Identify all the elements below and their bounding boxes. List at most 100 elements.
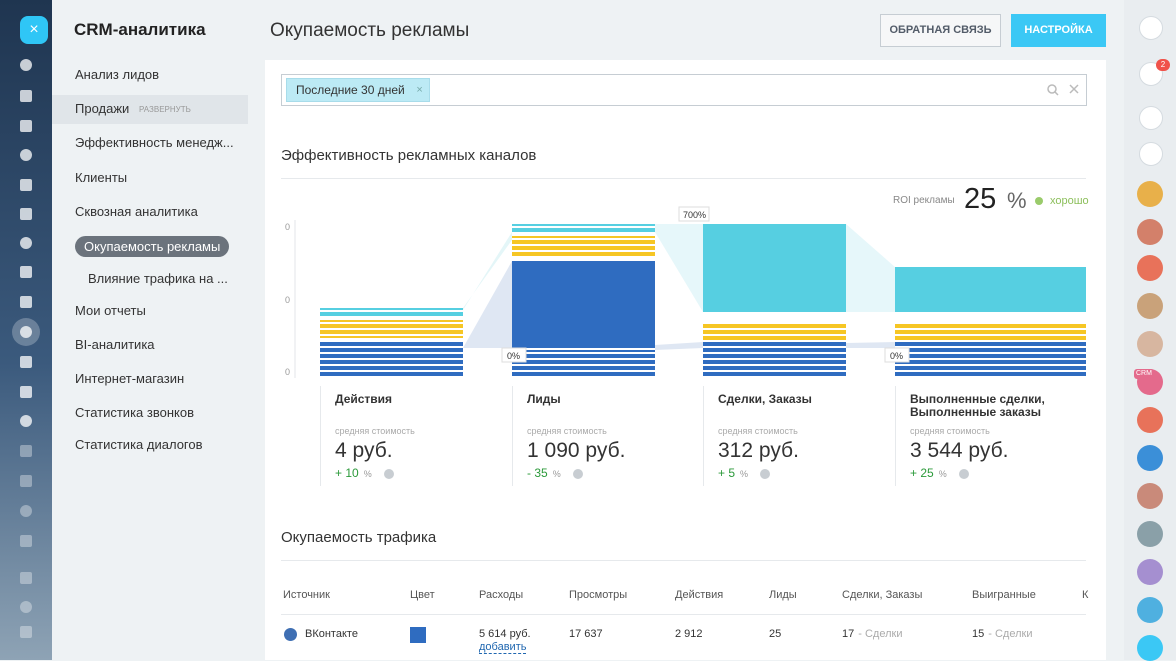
leads: 25 (769, 628, 781, 640)
nav-icon[interactable] (20, 601, 32, 613)
roi-unit: % (1007, 188, 1027, 214)
avatar[interactable] (1137, 219, 1163, 245)
card-divider (895, 386, 896, 486)
nav-icon[interactable] (20, 296, 32, 308)
nav-icon[interactable] (20, 59, 32, 71)
divider (281, 614, 1086, 615)
section-title: Окупаемость трафика (281, 529, 436, 546)
menu-expand[interactable]: РАЗВЕРНУТЬ (139, 105, 191, 114)
section-title: Эффективность рекламных каналов (281, 147, 536, 164)
color-swatch[interactable] (410, 627, 426, 643)
change-unit: % (939, 469, 947, 479)
stage-name: Выполненные сделки, Выполненные заказы (910, 393, 1090, 419)
card-divider (320, 386, 321, 486)
column-header[interactable]: Просмотры (569, 589, 627, 601)
views: 17 637 (569, 628, 603, 640)
nav-icon[interactable] (20, 475, 32, 487)
nav-icon[interactable] (20, 415, 32, 427)
nav-icon[interactable] (20, 149, 32, 161)
menu-item[interactable]: Сквозная аналитика (75, 204, 198, 219)
spend-add[interactable]: добавить (479, 641, 526, 654)
roi-status: хорошо (1050, 195, 1089, 207)
avatar[interactable] (1137, 445, 1163, 471)
stage-name: Лиды (527, 393, 707, 406)
nav-icon[interactable] (20, 535, 32, 547)
cost-label: средняя стоимость (527, 426, 607, 436)
stage-cost: 3 544 руб. (910, 439, 1008, 463)
tool-icon[interactable] (1139, 16, 1163, 40)
avatar[interactable] (1137, 293, 1163, 319)
close-button[interactable]: × (20, 16, 48, 44)
column-header[interactable]: Источник (283, 589, 330, 601)
avatar[interactable] (1137, 597, 1163, 623)
tag-remove[interactable]: × (416, 79, 422, 101)
column-header[interactable]: Действия (675, 589, 723, 601)
avatar[interactable] (1137, 635, 1163, 661)
change-unit: % (740, 469, 748, 479)
menu-item[interactable]: Влияние трафика на ... (88, 271, 228, 286)
help-icon (760, 469, 770, 479)
nav-icon[interactable] (20, 179, 32, 191)
stage-cost: 4 руб. (335, 439, 393, 463)
nav-icon[interactable] (20, 626, 32, 638)
avatar[interactable] (1137, 331, 1163, 357)
stage-change: + 25 (910, 466, 934, 480)
column-header[interactable]: Цвет (410, 589, 435, 601)
tool-icon[interactable] (1139, 142, 1163, 166)
sidebar: CRM-аналитика Анализ лидовПродажиЭффекти… (52, 0, 248, 660)
tool-icon[interactable] (1139, 106, 1163, 130)
column-header[interactable]: Лиды (769, 589, 797, 601)
divider (281, 178, 1086, 179)
avatar[interactable] (1137, 407, 1163, 433)
nav-icon[interactable] (20, 120, 32, 132)
avatar[interactable] (1137, 483, 1163, 509)
column-header[interactable]: Выигранные (972, 589, 1036, 601)
nav-icon[interactable] (20, 386, 32, 398)
avatar[interactable] (1137, 521, 1163, 547)
filter-icons (1046, 83, 1082, 97)
nav-icon[interactable] (20, 90, 32, 102)
help-icon (384, 469, 394, 479)
avatar[interactable] (1137, 559, 1163, 585)
settings-button[interactable]: НАСТРОЙКА (1011, 14, 1106, 47)
menu-item[interactable]: Мои отчеты (75, 303, 146, 318)
column-header[interactable]: Расходы (479, 589, 523, 601)
stage-cost: 312 руб. (718, 439, 799, 463)
nav-icon[interactable] (20, 266, 32, 278)
column-header[interactable]: Сделки, Заказы (842, 589, 922, 601)
menu-item[interactable]: Эффективность менедж... (75, 135, 234, 150)
filter-input[interactable]: Последние 30 дней × (281, 74, 1087, 106)
avatar[interactable] (1137, 255, 1163, 281)
nav-icon[interactable] (20, 356, 32, 368)
menu-item[interactable]: Продажи (75, 101, 129, 116)
left-icon-strip: × (0, 0, 52, 660)
card-divider (512, 386, 513, 486)
card-divider (703, 386, 704, 486)
nav-icon[interactable] (20, 505, 32, 517)
change-unit: % (364, 469, 372, 479)
menu-item[interactable]: Анализ лидов (75, 67, 159, 82)
nav-icon[interactable] (20, 208, 32, 220)
menu-item[interactable]: Клиенты (75, 170, 127, 185)
nav-icon[interactable] (20, 237, 32, 249)
stage-change: + 5 (718, 466, 735, 480)
page-title: Окупаемость рекламы (270, 20, 469, 42)
menu-item-active[interactable]: Окупаемость рекламы (75, 236, 229, 257)
roi-label: ROI рекламы (893, 195, 955, 206)
crm-badge: CRM (1134, 369, 1154, 379)
filter-tag[interactable]: Последние 30 дней × (286, 78, 430, 102)
nav-icon[interactable] (20, 445, 32, 457)
filter-tag-text: Последние 30 дней (296, 83, 405, 97)
menu-item[interactable]: Статистика звонков (75, 405, 194, 420)
menu-item[interactable]: BI-аналитика (75, 337, 155, 352)
cost-label: средняя стоимость (910, 426, 990, 436)
feedback-button[interactable]: ОБРАТНАЯ СВЯЗЬ (880, 14, 1001, 47)
menu-item[interactable]: Интернет-магазин (75, 371, 184, 386)
stage-cost: 1 090 руб. (527, 439, 625, 463)
won-label: - Сделки (988, 628, 1032, 640)
column-header[interactable]: К (1082, 589, 1088, 601)
nav-icon[interactable] (20, 572, 32, 584)
menu-item[interactable]: Статистика диалогов (75, 437, 203, 452)
avatar[interactable] (1137, 181, 1163, 207)
stage-change: + 10 (335, 466, 359, 480)
